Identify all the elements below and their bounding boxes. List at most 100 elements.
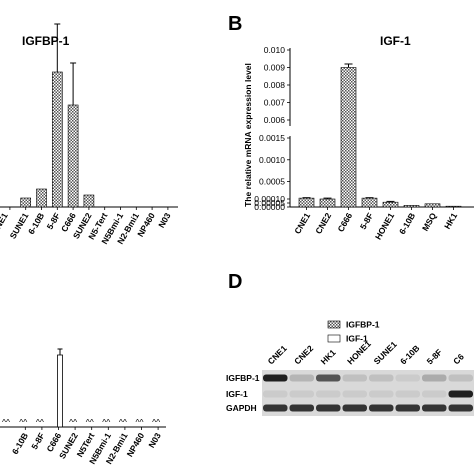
legend-swatch-igfbp1 — [327, 320, 341, 329]
blot-lane-label: HK1 — [319, 347, 338, 366]
blot-band — [316, 404, 341, 412]
panel-b: B IGF-1 The relative mRNA expression lev… — [228, 13, 474, 241]
panel-b-bar — [382, 201, 399, 208]
panel-b-category-label: 6-10B — [397, 211, 417, 236]
panel-b-bar — [340, 67, 357, 208]
legend-swatch-igf1 — [327, 334, 341, 343]
panel-b-bar — [424, 203, 441, 208]
blot-band — [263, 390, 288, 398]
panel-c-category-label: 6-10B — [10, 431, 30, 456]
blot-lane-label: C6 — [451, 351, 466, 366]
blot-band — [369, 404, 394, 412]
blot-lane-label: 6-10B — [398, 343, 421, 366]
panel-b-y-tick-label: 0.008 — [264, 80, 286, 90]
blot-band — [448, 390, 473, 398]
panel-c-marks: ^^6-10B^^5-8FC666^^SUNE2^^N5Tert^^N5Bmi-… — [0, 348, 166, 466]
panel-b-category-label: HK1 — [442, 211, 459, 231]
blot-band — [448, 404, 473, 412]
panel-b-category-label: CNE1 — [292, 211, 312, 236]
panel-a: IGFBP-1 CNE1SUNE16-10B5-8FC666SUNE2N5-Te… — [0, 23, 178, 246]
blot-band — [395, 374, 420, 382]
panel-a-category-label: 6-10B — [26, 211, 46, 236]
blot-band — [316, 390, 341, 398]
panel-c-marker: ^^ — [69, 417, 77, 427]
blot-band — [289, 374, 314, 382]
blot-band — [289, 390, 314, 398]
blot-row-label: GAPDH — [226, 403, 257, 413]
panel-c-marker: ^^ — [119, 417, 127, 427]
panel-c-marker: ^^ — [2, 417, 10, 427]
panel-b-y-tick-label: 0.007 — [264, 98, 286, 108]
blot-band — [395, 390, 420, 398]
blot-band — [342, 404, 367, 412]
panel-c-marker: ^^ — [136, 417, 144, 427]
blot-band — [369, 390, 394, 398]
panel-a-title: IGFBP-1 — [22, 34, 70, 48]
panel-a-bar — [83, 194, 95, 208]
blot-band — [263, 404, 288, 412]
blot-band — [342, 374, 367, 382]
blot-lane-label: SUNE1 — [372, 339, 399, 366]
panel-b-y-tick-label: 0.00005 — [254, 198, 285, 208]
panel-b-ylabel: The relative mRNA expression level — [243, 63, 253, 207]
panel-a-marks: CNE1SUNE16-10B5-8FC666SUNE2N5-TertN5Bmi-… — [0, 23, 178, 246]
panel-b-y-tick-label: 0.010 — [264, 45, 286, 55]
panel-b-title: IGF-1 — [380, 34, 411, 48]
panel-c-marker: ^^ — [102, 417, 110, 427]
blot-band — [289, 404, 314, 412]
blot-band — [342, 390, 367, 398]
panel-c-category-label: N03 — [146, 431, 163, 450]
panel-c-category-label: NP460 — [125, 431, 147, 459]
panel-b-category-label: 5-8F — [358, 211, 375, 231]
panel-b-bar — [403, 205, 420, 208]
blot-band — [422, 390, 447, 398]
panel-b-letter: B — [228, 13, 242, 35]
panel-b-category-label: CNE2 — [313, 211, 333, 236]
panel-c-marker: ^^ — [86, 417, 94, 427]
panel-c-marker: ^^ — [19, 417, 27, 427]
blot-band — [316, 374, 341, 382]
panel-b-y-tick-label: 0.00000 — [254, 202, 285, 212]
blot-band — [369, 374, 394, 382]
blot-band — [395, 404, 420, 412]
blot-lane-label: 5-8F — [425, 347, 444, 366]
legend-label-igfbp1: IGFBP-1 — [346, 320, 380, 330]
legend-label-igf1: IGF-1 — [346, 334, 368, 344]
panel-b-y-tick-label: 0.009 — [264, 63, 286, 73]
panel-a-bar — [20, 197, 32, 208]
panel-a-bar — [36, 188, 47, 208]
blot-band — [263, 374, 288, 382]
panel-b-category-label: C666 — [335, 211, 354, 234]
blot-lane-label: CNE1 — [266, 343, 289, 366]
panel-b-y-tick-label: 0.0010 — [259, 155, 285, 165]
panel-b-category-label: HONE1 — [373, 211, 396, 242]
blot-row-label: IGF-1 — [226, 389, 248, 399]
panel-a-bar — [51, 71, 63, 208]
panel-c-marker: ^^ — [36, 417, 44, 427]
panel-c-legend: IGFBP-1 IGF-1 — [327, 320, 380, 344]
panel-c-marker: ^^ — [152, 417, 160, 427]
panel-b-bar — [445, 205, 462, 208]
panel-d-letter: D — [228, 271, 242, 293]
panel-a-bar — [67, 104, 79, 208]
blot-band — [448, 374, 473, 382]
panel-b-y-tick-label: 0.0005 — [259, 177, 285, 187]
panel-b-y-tick-label: 0.006 — [264, 115, 286, 125]
panel-b-category-label: MSQ — [420, 211, 439, 233]
panel-a-category-label: SUNE1 — [8, 211, 31, 241]
panel-a-category-label: CNE1 — [0, 211, 10, 236]
blot-lane-label: CNE2 — [292, 343, 315, 366]
blot-band — [422, 374, 447, 382]
blot-row-label: IGFBP-1 — [226, 373, 260, 383]
panel-c-bar-igf1 — [57, 354, 63, 428]
panel-b-bar — [298, 197, 315, 208]
panel-b-bar — [361, 197, 378, 208]
panel-b-y-tick-label: 0.0015 — [259, 133, 285, 143]
blot-band — [422, 404, 447, 412]
panel-b-bar — [319, 198, 336, 208]
panel-b-y-tick-label: 0.00010 — [254, 194, 285, 204]
